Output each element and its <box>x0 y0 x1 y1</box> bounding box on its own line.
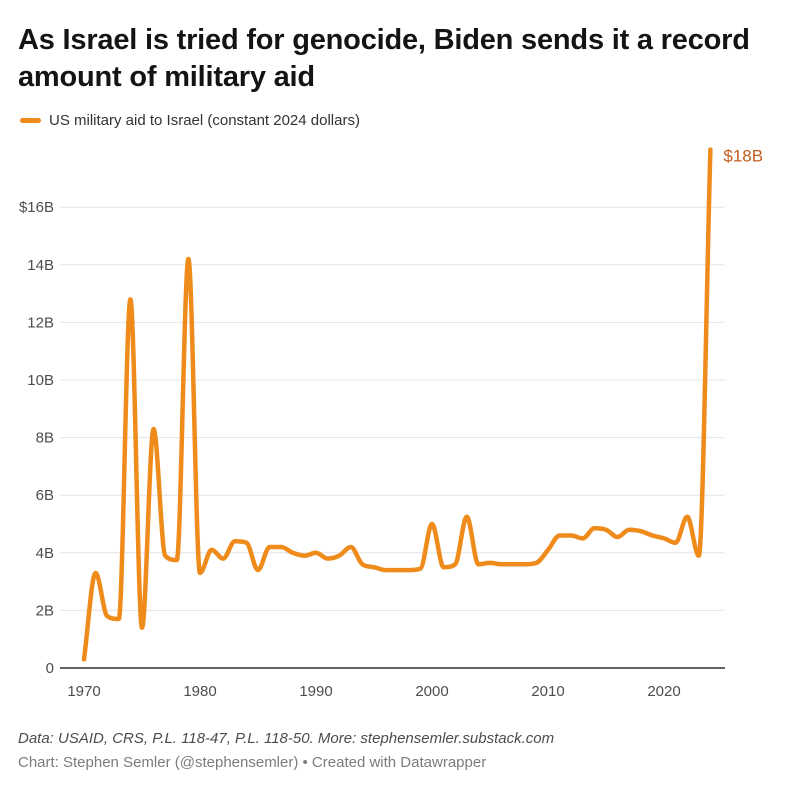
y-axis-tick-label: 4B <box>36 545 54 562</box>
x-axis-tick-label: 1980 <box>183 683 216 700</box>
x-axis-tick-label: 2020 <box>647 683 680 700</box>
legend-swatch <box>20 118 41 123</box>
page-title-line-2: amount of military aid <box>18 61 315 93</box>
y-axis-tick-label: $16B <box>19 199 54 216</box>
x-axis-tick-label: 2000 <box>415 683 448 700</box>
legend: US military aid to Israel (constant 2024… <box>20 112 360 129</box>
source-note: Data: USAID, CRS, P.L. 118-47, P.L. 118-… <box>18 730 555 747</box>
chart-footer: Data: USAID, CRS, P.L. 118-47, P.L. 118-… <box>18 730 554 771</box>
x-axis-tick-label: 1990 <box>299 683 332 700</box>
y-axis-tick-label: 8B <box>36 430 54 447</box>
military-aid-line <box>81 147 713 662</box>
peak-value-annotation: $18B <box>723 147 763 166</box>
legend-label: US military aid to Israel (constant 2024… <box>49 112 360 129</box>
x-axis-tick-label: 1970 <box>67 683 100 700</box>
y-axis-tick-label: 12B <box>27 314 54 331</box>
y-axis-tick-label: 2B <box>36 602 54 619</box>
y-axis-tick-label: 14B <box>27 257 54 274</box>
y-axis-tick-label: 6B <box>36 487 54 504</box>
y-axis-tick-label: 10B <box>27 372 54 389</box>
byline-note: Chart: Stephen Semler (@stephensemler) •… <box>18 754 487 771</box>
page-title-line-1: As Israel is tried for genocide, Biden s… <box>18 24 750 56</box>
page-title: As Israel is tried for genocide, Biden s… <box>18 22 788 96</box>
x-axis-tick-label: 2010 <box>531 683 564 700</box>
y-axis-tick-label: 0 <box>46 660 54 677</box>
